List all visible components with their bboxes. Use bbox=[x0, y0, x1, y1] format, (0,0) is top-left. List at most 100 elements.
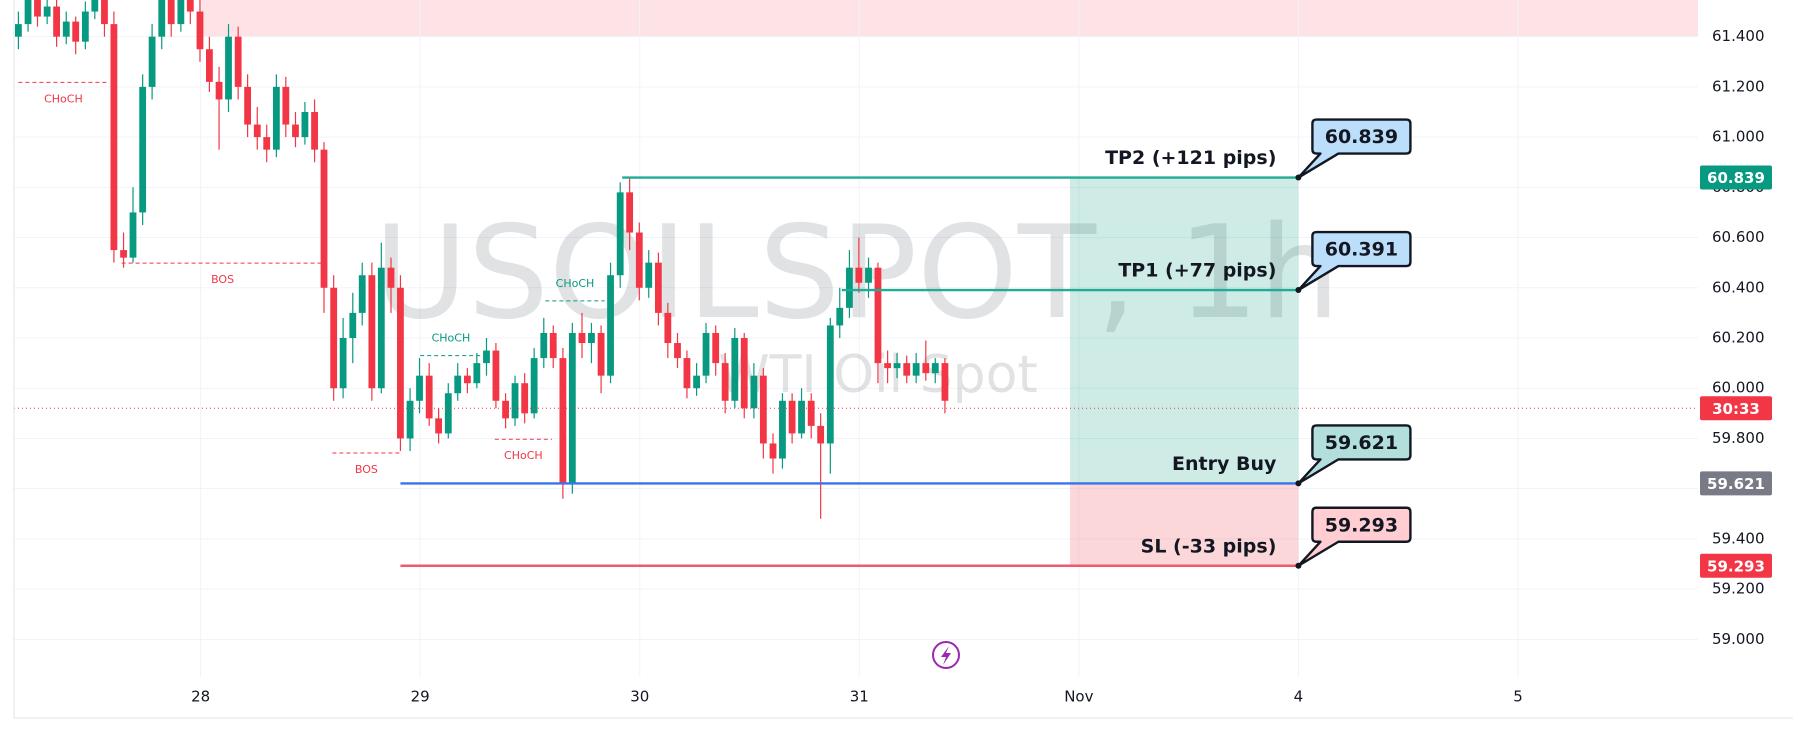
candle-body bbox=[588, 332, 595, 344]
price-badge bbox=[1700, 471, 1772, 496]
candle-body bbox=[416, 375, 423, 401]
candle-body bbox=[139, 86, 147, 213]
y-tick-label: 59.400 bbox=[1712, 529, 1765, 547]
callout-anchor bbox=[1295, 287, 1302, 294]
callout-box bbox=[1297, 230, 1412, 292]
candle-body bbox=[148, 36, 156, 87]
callout-anchor bbox=[1295, 174, 1302, 181]
price-axis bbox=[1698, 0, 1793, 740]
candle-body bbox=[941, 363, 949, 401]
candle-body bbox=[320, 149, 328, 288]
candle-body bbox=[397, 287, 404, 439]
x-tick-label: Nov bbox=[1064, 688, 1093, 706]
callout-value: 59.293 bbox=[1325, 514, 1398, 536]
price-badge-text: 60.839 bbox=[1707, 169, 1765, 187]
candle-body bbox=[693, 375, 701, 389]
structure-label: CHoCH bbox=[432, 332, 471, 345]
y-tick-label: 59.800 bbox=[1712, 429, 1765, 447]
candle-body bbox=[301, 111, 309, 138]
level-label: TP1 (+77 pips) bbox=[1118, 260, 1276, 282]
candle-body bbox=[779, 400, 786, 459]
candle-body bbox=[158, 0, 166, 37]
y-tick-label: 60.400 bbox=[1712, 278, 1765, 296]
candle-body bbox=[683, 358, 691, 389]
candle-body bbox=[24, 0, 32, 25]
candle-body bbox=[616, 192, 624, 276]
callout-box bbox=[1297, 118, 1412, 179]
candle-body bbox=[530, 358, 538, 414]
candle-body bbox=[664, 312, 672, 344]
price-badge-text: 59.621 bbox=[1707, 475, 1765, 493]
candle-body bbox=[263, 137, 271, 150]
structure-label: CHoCH bbox=[504, 449, 543, 462]
candle-body bbox=[311, 111, 318, 150]
price-badge bbox=[1700, 553, 1772, 578]
candle-body bbox=[712, 332, 720, 364]
candle-body bbox=[826, 325, 834, 444]
candle-body bbox=[435, 418, 443, 434]
profit-zone bbox=[1070, 177, 1299, 484]
candle-body bbox=[473, 363, 481, 384]
candle-body bbox=[177, 0, 185, 25]
candle-body bbox=[674, 343, 681, 359]
countdown-badge bbox=[1700, 396, 1772, 421]
price-badge-text: 59.293 bbox=[1707, 557, 1765, 575]
candle-body bbox=[836, 307, 844, 326]
x-tick-label: 31 bbox=[850, 688, 869, 706]
candle-body bbox=[759, 375, 767, 444]
y-tick-label: 60.200 bbox=[1712, 328, 1765, 346]
icon-bolt[interactable] bbox=[941, 646, 951, 665]
candle-body bbox=[215, 81, 223, 100]
candle-body bbox=[339, 337, 347, 389]
structure-label: CHoCH bbox=[44, 92, 83, 105]
candle-body bbox=[206, 49, 213, 82]
callout-anchor bbox=[1295, 562, 1302, 569]
y-tick-label: 60.000 bbox=[1712, 379, 1765, 397]
candle-body bbox=[253, 124, 261, 138]
candle-body bbox=[483, 350, 490, 364]
candle-body bbox=[444, 393, 452, 434]
resistance-zone bbox=[200, 0, 1698, 37]
candle-body bbox=[81, 11, 89, 42]
candle-body bbox=[234, 36, 242, 87]
candle-body bbox=[358, 275, 366, 313]
candle-body bbox=[406, 400, 414, 439]
level-label: TP2 (+121 pips) bbox=[1105, 147, 1276, 169]
candle-body bbox=[43, 6, 51, 17]
candle-body bbox=[903, 363, 911, 376]
candle-body bbox=[798, 400, 805, 434]
candle-body bbox=[559, 358, 567, 484]
y-tick-label: 61.400 bbox=[1712, 27, 1765, 45]
level-label: Entry Buy bbox=[1172, 453, 1277, 475]
structure-label: CHoCH bbox=[556, 277, 595, 290]
x-tick-label: 28 bbox=[191, 688, 210, 706]
candle-body bbox=[425, 375, 433, 419]
x-tick-label: 30 bbox=[630, 688, 649, 706]
candle-body bbox=[721, 363, 729, 401]
candle-body bbox=[549, 332, 557, 359]
candle-body bbox=[511, 383, 519, 419]
price-badge bbox=[1700, 165, 1772, 190]
candle-body bbox=[129, 212, 137, 258]
time-axis bbox=[0, 677, 1698, 740]
callout-value: 59.621 bbox=[1325, 432, 1398, 454]
callout-value: 60.391 bbox=[1325, 239, 1398, 261]
candle-body bbox=[368, 275, 376, 389]
y-tick-label: 61.000 bbox=[1712, 128, 1765, 146]
candle-body bbox=[186, 0, 194, 12]
candle-body bbox=[62, 21, 70, 37]
lightning-icon[interactable] bbox=[932, 641, 960, 669]
candle-body bbox=[454, 375, 462, 394]
candle-body bbox=[272, 86, 280, 150]
candle-body bbox=[91, 0, 99, 12]
candle-body bbox=[34, 0, 41, 17]
y-tick-label: 59.000 bbox=[1712, 630, 1765, 648]
candle-body bbox=[645, 262, 653, 288]
candle-body bbox=[635, 232, 643, 288]
callout-box bbox=[1297, 506, 1412, 567]
candle-body bbox=[110, 24, 118, 251]
candle-body bbox=[855, 267, 863, 283]
candle-body bbox=[597, 332, 605, 376]
